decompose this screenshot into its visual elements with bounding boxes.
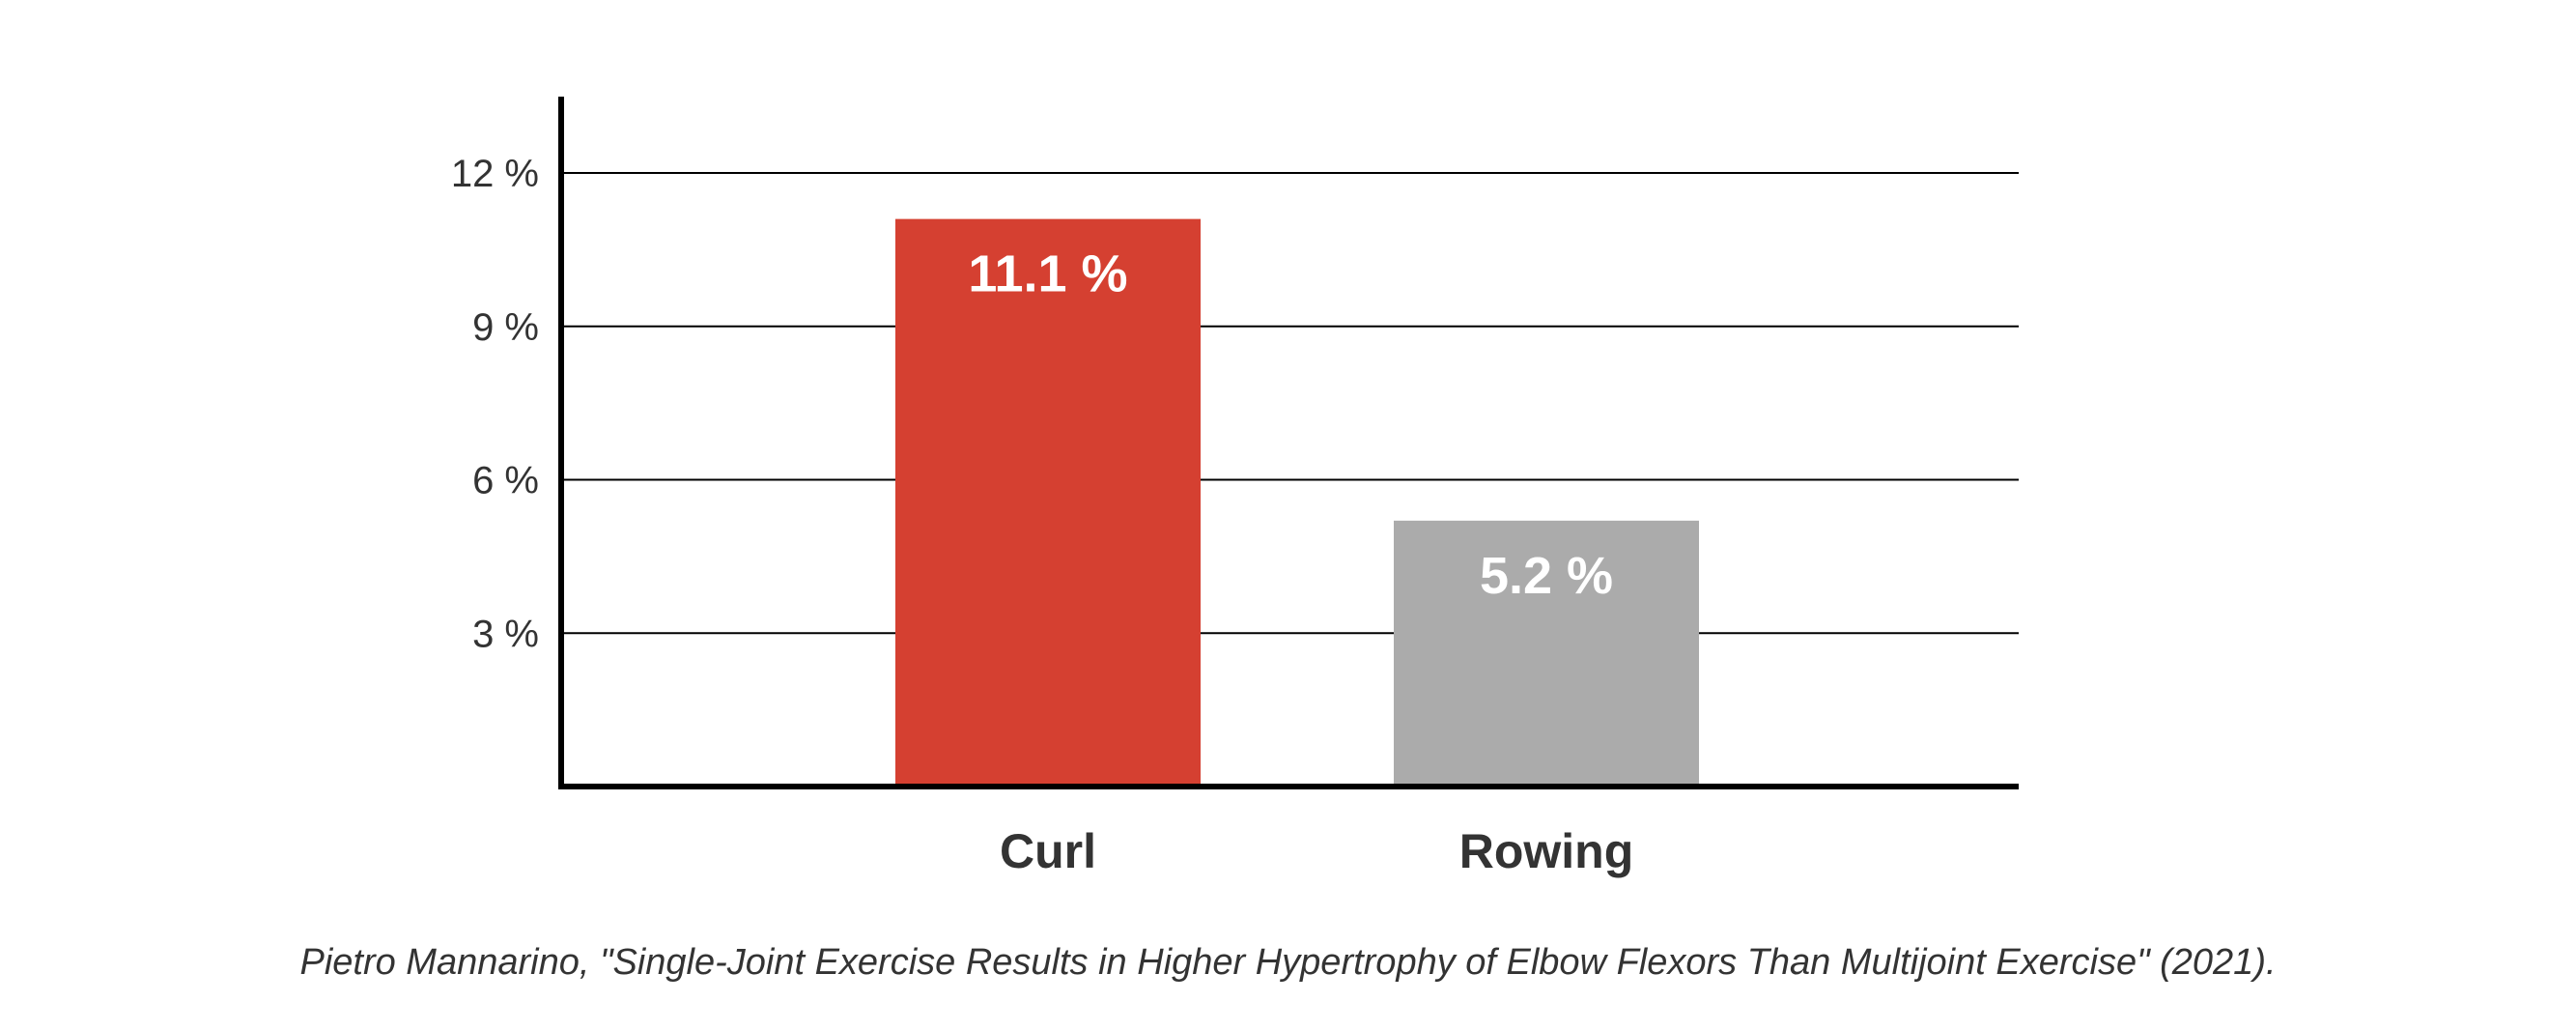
y-tick-label: 6 % [472, 460, 539, 502]
y-tick-label: 12 % [451, 153, 539, 195]
source-caption: Pietro Mannarino, "Single-Joint Exercise… [299, 942, 2277, 983]
gridlines [561, 172, 2019, 635]
bar-curl [895, 218, 1201, 787]
y-tick-label: 9 % [472, 306, 539, 349]
bar-data-labels: 11.1 % 5.2 % [968, 245, 1613, 605]
y-tick-labels: 3 % 6 % 9 % 12 % [451, 153, 539, 655]
data-label: 5.2 % [1480, 547, 1613, 605]
category-label: Rowing [1459, 824, 1634, 878]
category-label: Curl [1000, 824, 1096, 878]
y-tick-label: 3 % [472, 613, 539, 655]
bar-rowing [1394, 520, 1699, 787]
category-labels: Curl Rowing [1000, 824, 1633, 878]
data-label: 11.1 % [968, 245, 1127, 303]
bars [895, 218, 1699, 787]
